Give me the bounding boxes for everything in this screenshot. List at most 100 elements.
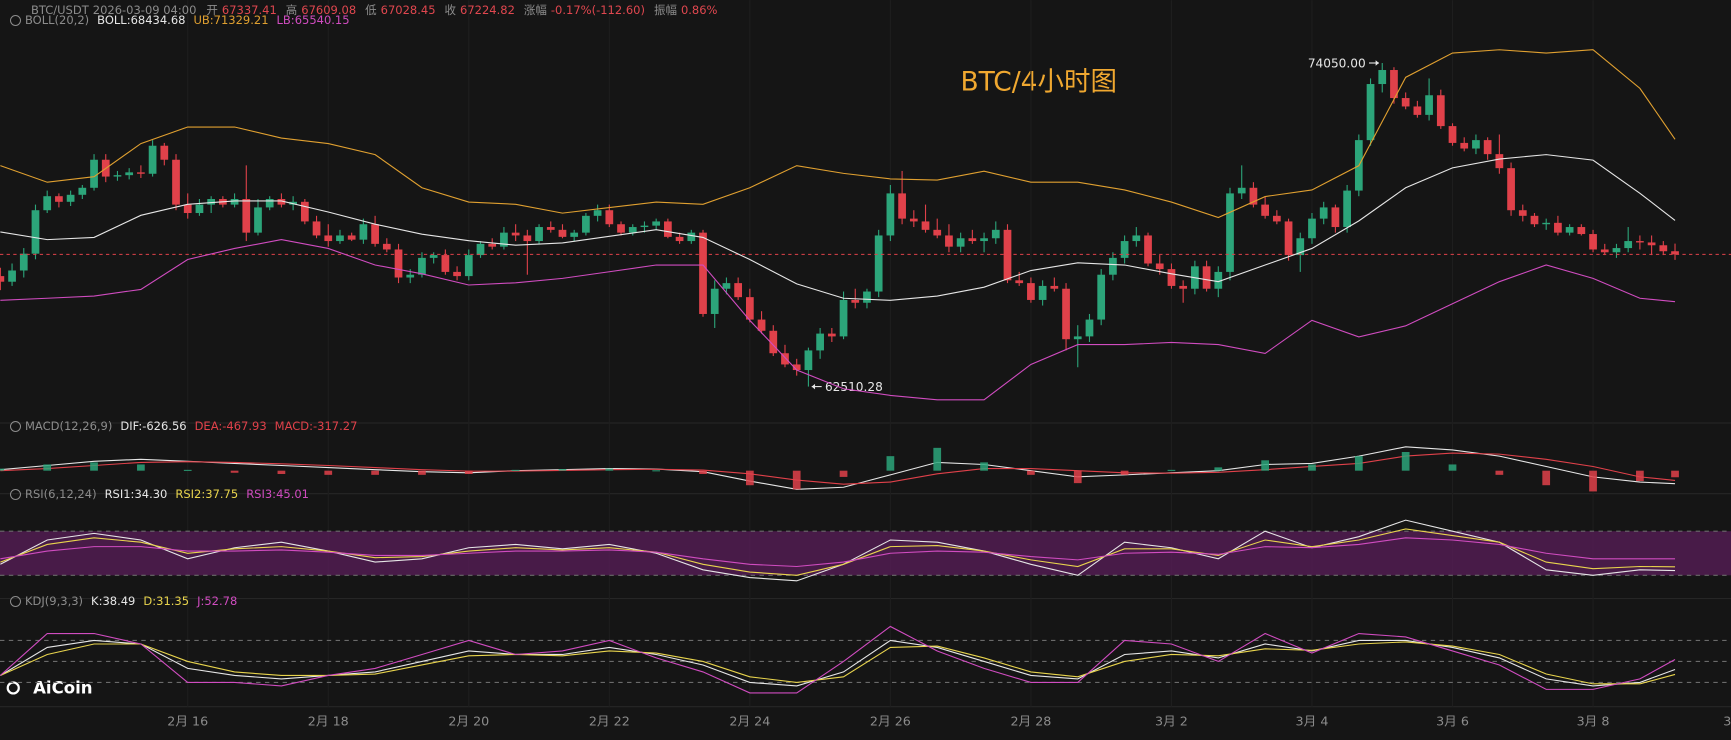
candle-body bbox=[1073, 336, 1082, 340]
candle-body bbox=[734, 283, 743, 298]
change-abs: (-112.60) bbox=[591, 3, 645, 17]
macd-bar bbox=[90, 462, 98, 471]
macd-bar bbox=[1354, 456, 1363, 471]
macd-bar bbox=[1214, 467, 1223, 471]
legend-series-value: 34.30 bbox=[134, 487, 168, 501]
macd-bar bbox=[1448, 464, 1457, 471]
candle-body bbox=[148, 145, 157, 174]
candle-body bbox=[617, 224, 625, 233]
candle-body bbox=[781, 353, 789, 365]
candle-body bbox=[1296, 238, 1305, 256]
indicator-legend: RSI(6,12,24) RSI1: 34.30 RSI2: 37.75 RSI3: 45.… bbox=[10, 487, 317, 501]
candle-body bbox=[628, 227, 637, 233]
candle-body bbox=[1261, 204, 1270, 216]
candle-body bbox=[265, 198, 274, 208]
candle-body bbox=[242, 198, 251, 233]
legend-icon bbox=[10, 420, 21, 432]
candle-body bbox=[1472, 140, 1480, 149]
candle-body bbox=[78, 187, 87, 195]
candle-body bbox=[500, 232, 508, 247]
min-price-label: 62510.28 bbox=[825, 380, 883, 394]
kdj-line bbox=[0, 641, 1676, 685]
macd-bar bbox=[371, 470, 379, 475]
candle-body bbox=[1284, 221, 1293, 256]
candle-body bbox=[137, 172, 145, 174]
symbol: BTC/USDT bbox=[31, 3, 89, 17]
macd-bar bbox=[1261, 460, 1270, 471]
watermark-title: BTC/4小时图 bbox=[960, 67, 1117, 98]
legend-series-name: D: bbox=[143, 594, 157, 608]
candle-body bbox=[441, 255, 450, 272]
legend-series-value: 71329.21 bbox=[213, 13, 269, 27]
indicator-legend: KDJ(9,3,3) K: 38.49 D: 31.35 J: 52.78 bbox=[10, 594, 245, 608]
candle-body bbox=[254, 207, 262, 233]
candle-body bbox=[909, 218, 918, 222]
candle-body bbox=[394, 249, 403, 278]
indicator-legend: BOLL(20,2) BOLL: 68434.68 UB: 71329.21 LB: 655… bbox=[10, 13, 358, 27]
candle-body bbox=[8, 270, 16, 282]
legend-series-name: J: bbox=[197, 594, 205, 608]
candle-body bbox=[945, 235, 953, 247]
legend-series-name: DIF: bbox=[120, 419, 143, 433]
candle-body bbox=[207, 198, 216, 205]
candle-body bbox=[558, 229, 567, 237]
legend-series-name: DEA: bbox=[194, 419, 223, 433]
max-price-label: 74050.00 bbox=[1308, 56, 1366, 70]
candle-body bbox=[687, 232, 696, 242]
candle-body bbox=[722, 283, 731, 289]
macd-bar bbox=[1073, 470, 1082, 484]
low-value: 67028.45 bbox=[380, 3, 436, 17]
candle-body bbox=[1062, 288, 1070, 340]
macd-bar bbox=[652, 470, 661, 472]
candle-body bbox=[804, 350, 813, 371]
close-value: 67224.82 bbox=[460, 3, 515, 17]
candle-body bbox=[1202, 266, 1211, 289]
candle-body bbox=[1518, 210, 1527, 216]
candle-body bbox=[1636, 241, 1644, 243]
candle-body bbox=[1085, 319, 1094, 337]
legend-series-name: MACD: bbox=[274, 419, 313, 433]
candle-body bbox=[31, 210, 40, 254]
candle-body bbox=[312, 221, 321, 236]
candle-body bbox=[640, 225, 649, 228]
header-row: BTC/USDT 2026-03-09 04:00 开 67337.41 高 676… bbox=[31, 2, 727, 18]
boll-line bbox=[0, 49, 1676, 219]
candle-body bbox=[757, 319, 766, 331]
candle-body bbox=[1600, 249, 1609, 253]
candle-body bbox=[1647, 242, 1656, 246]
x-tick-label: 2月 24 bbox=[729, 713, 770, 728]
candle-body bbox=[980, 238, 988, 242]
macd-bar bbox=[0, 468, 5, 471]
legend-series-name: UB: bbox=[193, 13, 214, 27]
amplitude-label: 振幅 bbox=[653, 3, 677, 17]
legend-series-value: 31.35 bbox=[156, 594, 190, 608]
candle-body bbox=[359, 224, 368, 240]
candle-body bbox=[769, 330, 778, 354]
kdj-line bbox=[0, 639, 1676, 687]
high-label: 高 bbox=[285, 3, 298, 17]
candle-body bbox=[1237, 187, 1246, 194]
candle-body bbox=[300, 201, 309, 222]
legend-series-value: 52.78 bbox=[204, 594, 238, 608]
candle-body bbox=[699, 232, 707, 314]
candle-body bbox=[406, 274, 415, 278]
macd-line bbox=[0, 452, 1676, 485]
candle-body bbox=[43, 196, 52, 211]
x-tick-label: 3月 8 bbox=[1577, 713, 1610, 728]
macd-bar bbox=[1671, 470, 1679, 478]
macd-bar bbox=[933, 447, 942, 471]
candle-body bbox=[1144, 235, 1152, 264]
candle-body bbox=[183, 204, 192, 214]
indicator-name: MACD(12,26,9) bbox=[25, 419, 113, 433]
candle-body bbox=[1167, 269, 1176, 286]
candle-body bbox=[523, 235, 532, 242]
candle-body bbox=[1589, 234, 1597, 250]
macd-bar bbox=[1308, 464, 1316, 471]
candle-body bbox=[1003, 229, 1012, 281]
candle-body bbox=[371, 224, 379, 244]
candle-body bbox=[1226, 193, 1234, 272]
x-tick-label: 3月 4 bbox=[1296, 713, 1329, 728]
boll-line bbox=[0, 154, 1676, 301]
legend-series-name: K: bbox=[91, 594, 103, 608]
